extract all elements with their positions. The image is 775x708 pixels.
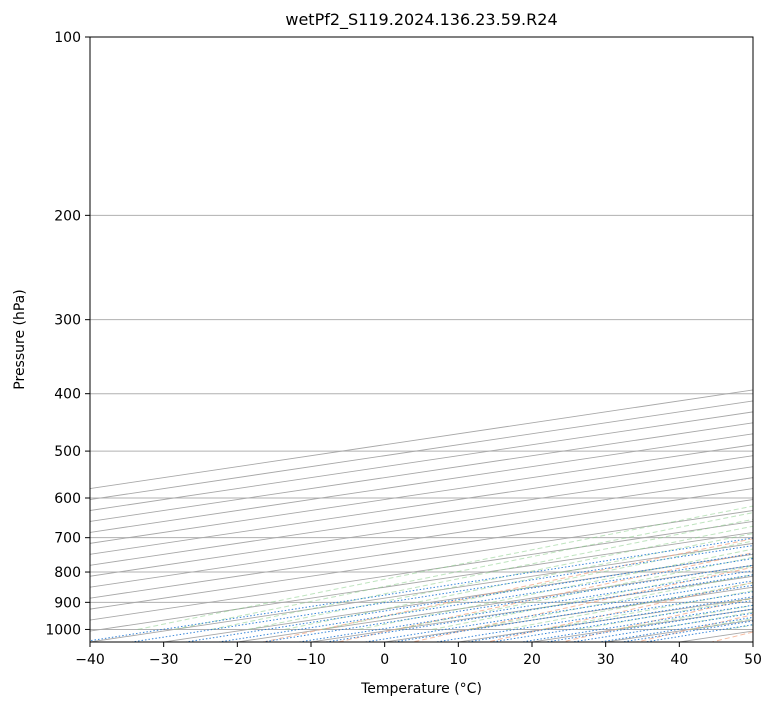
plot-frame <box>89 36 754 643</box>
isotherm-line <box>90 444 753 544</box>
dry-adiabat <box>410 566 753 642</box>
mixing-ratio-line <box>362 580 753 642</box>
moist-adiabat <box>358 548 753 630</box>
y-tick-label: 800 <box>54 565 81 581</box>
moist-adiabat <box>764 37 775 629</box>
x-tick-label: 50 <box>744 652 762 668</box>
mixing-ratio-line <box>489 600 753 642</box>
mixing-ratio-line <box>182 553 753 642</box>
moist-adiabat <box>726 624 753 630</box>
x-tick-label: 30 <box>597 652 615 668</box>
mixing-ratio-line <box>90 537 753 642</box>
moist-adiabat <box>321 540 753 630</box>
dry-adiabat <box>485 581 753 642</box>
moist-adiabat <box>137 505 753 630</box>
isotherm-line <box>234 564 753 642</box>
dry-adiabat <box>634 614 753 642</box>
dry-adiabat <box>261 538 753 642</box>
moist-adiabat <box>174 512 753 630</box>
moist-adiabat <box>284 532 753 630</box>
x-tick-label: 10 <box>449 652 467 668</box>
isotherm-line <box>90 455 753 555</box>
isotherm-line <box>90 542 753 642</box>
isotherm-line <box>749 641 753 642</box>
y-axis: 100 200 300 400 500 600 700 800 900 1000 <box>45 30 90 638</box>
isotherm-line <box>381 586 753 642</box>
dry-adiabat <box>335 552 753 642</box>
moist-adiabat <box>690 618 753 630</box>
background-lines <box>90 24 775 654</box>
isotherm-line <box>90 400 753 500</box>
isotherm-line <box>90 433 753 533</box>
isotherm-line <box>90 422 753 522</box>
mixing-ratio-line <box>259 564 753 642</box>
y-tick-label: 600 <box>54 491 81 507</box>
mixing-ratio-line <box>215 558 753 642</box>
mixing-ratio-line <box>464 596 753 642</box>
x-axis: −40 −30 −20 −10 0 10 20 30 40 50 <box>75 642 762 668</box>
isotherm-line <box>90 531 753 632</box>
y-tick-label: 500 <box>54 444 81 460</box>
y-tick-label: 1000 <box>45 622 81 638</box>
y-tick-label: 400 <box>54 387 81 403</box>
x-tick-label: −20 <box>223 652 253 668</box>
x-axis-label: Temperature (°C) <box>360 681 482 697</box>
y-tick-label: 300 <box>54 313 81 329</box>
moist-adiabat <box>653 611 753 630</box>
mixing-ratio-line <box>128 545 753 642</box>
isotherm-line <box>90 466 753 566</box>
x-tick-label: 40 <box>670 652 688 668</box>
moist-adiabat <box>395 556 753 630</box>
y-tick-label: 200 <box>54 208 81 224</box>
moist-adiabat <box>432 565 753 630</box>
mixing-ratio-line <box>295 570 753 642</box>
y-tick-label: 100 <box>54 30 81 46</box>
isotherm-line <box>90 477 753 577</box>
x-tick-label: −40 <box>75 652 105 668</box>
isotherm-line <box>307 575 753 642</box>
isotherm-line <box>160 553 753 642</box>
y-tick-label: 700 <box>54 531 81 547</box>
x-tick-label: 20 <box>523 652 541 668</box>
y-axis-label: Pressure (hPa) <box>12 289 28 389</box>
mixing-ratio-line <box>433 591 753 642</box>
isotherm-line <box>90 499 753 599</box>
chart-title: wetPf2_S119.2024.136.23.59.R24 <box>285 10 557 30</box>
moist-adiabat <box>469 573 753 630</box>
mixing-ratio-line <box>518 604 753 642</box>
y-tick-label: 900 <box>54 595 81 611</box>
isotherm-line <box>90 488 753 588</box>
isotherm-line <box>746 24 775 654</box>
isotherm-line <box>90 510 753 610</box>
isotherm-line <box>90 411 753 511</box>
isotherm-line <box>602 619 753 642</box>
x-tick-label: −30 <box>149 652 179 668</box>
moist-adiabat <box>505 582 753 630</box>
x-tick-label: 0 <box>380 652 389 668</box>
isotherm-line <box>90 520 753 621</box>
moist-adiabat <box>211 518 753 630</box>
moist-adiabat <box>579 597 753 630</box>
x-tick-label: −10 <box>296 652 326 668</box>
isotherm-line <box>90 389 753 490</box>
dry-adiabat <box>560 597 753 642</box>
